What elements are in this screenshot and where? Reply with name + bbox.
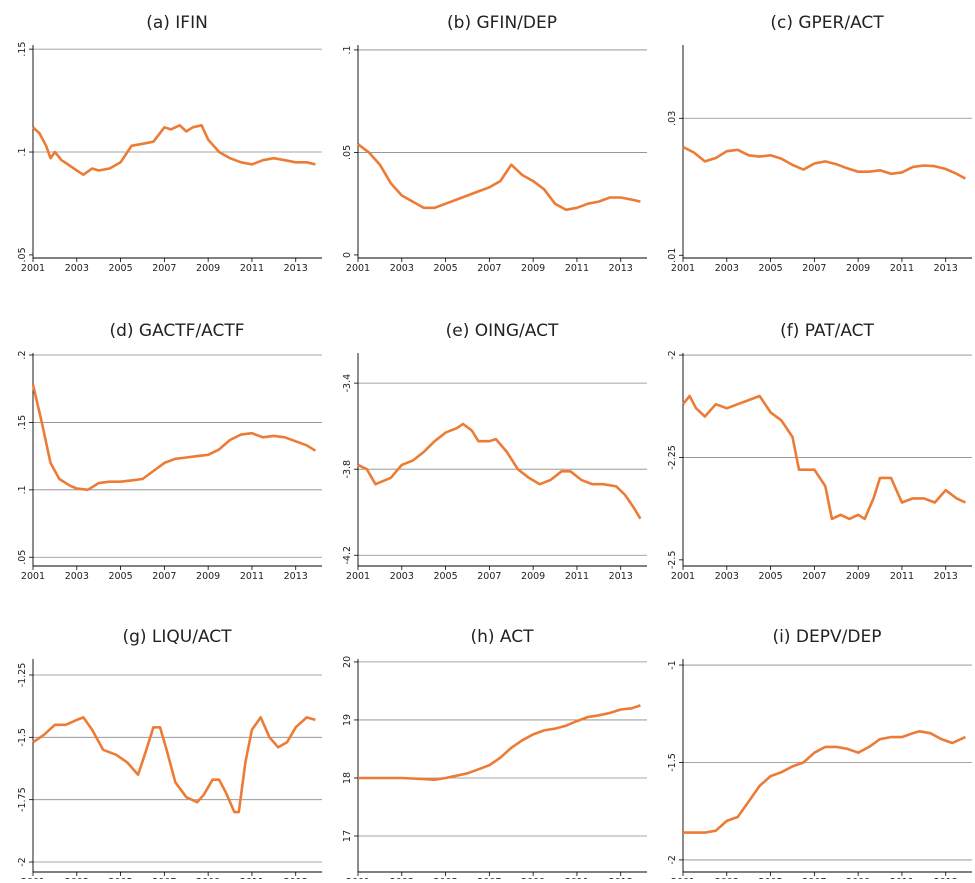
panel-title: (i) DEPV/DEP [773, 627, 882, 647]
data-line [357, 143, 641, 212]
x-tick-label: 2001 [346, 263, 370, 274]
y-tick-label: .1 [342, 45, 353, 54]
x-tick-label: 2003 [65, 571, 89, 582]
data-line [32, 124, 316, 176]
panel: (g) LIQU/ACT-2-1.75-1.5-1.25200120032005… [17, 627, 322, 883]
panel-title: (e) OING/ACT [446, 321, 559, 341]
y-tick-label: -2.5 [667, 551, 678, 570]
panel-title: (d) GACTF/ACTF [109, 321, 244, 341]
y-tick-label: -3.8 [342, 460, 353, 479]
x-tick-label: 2003 [715, 263, 739, 274]
x-tick-label: 2011 [240, 571, 264, 582]
y-tick-label: .05 [17, 550, 28, 565]
x-tick-label: 2009 [196, 263, 220, 274]
x-tick-label: 2001 [671, 263, 695, 274]
data-line [32, 716, 316, 814]
x-tick-label: 2003 [390, 263, 414, 274]
y-tick-label: .05 [342, 145, 353, 160]
x-tick-label: 2011 [565, 263, 589, 274]
panel: (f) PAT/ACT -2.5 -2.25 -2 2001 2003 2005 2007 20… [667, 321, 972, 582]
y-tick-label: .05 [17, 247, 28, 262]
x-tick-label: 2001 [21, 263, 45, 274]
x-tick-label: 2001 [671, 571, 695, 582]
y-tick-label: .15 [17, 42, 28, 57]
x-tick-label: 2007 [802, 571, 826, 582]
panel-title: (f) PAT/ACT [780, 321, 874, 341]
panel: (i) DEPV/DEP-2-1.5-120012003200520072009… [667, 627, 972, 883]
x-tick-label: 2003 [390, 571, 414, 582]
y-tick-label: .03 [667, 111, 678, 126]
x-tick-label: 2007 [152, 571, 176, 582]
y-tick-label: .1 [17, 485, 28, 494]
panel-title: (a) IFIN [146, 13, 208, 33]
x-tick-label: 2005 [758, 263, 782, 274]
x-tick-label: 2005 [758, 571, 782, 582]
panel-title: (h) ACT [470, 627, 534, 647]
y-tick-label: .01 [667, 248, 678, 263]
y-tick-label: -2 [17, 857, 28, 866]
x-tick-label: 2005 [108, 263, 132, 274]
x-tick-label: 2003 [65, 263, 89, 274]
y-tick-label: -2 [667, 350, 678, 359]
x-tick-label: 2005 [433, 263, 457, 274]
x-tick-label: 2013 [609, 263, 633, 274]
x-tick-label: 2009 [521, 263, 545, 274]
y-tick-label: 0 [342, 252, 353, 258]
panel-title: (g) LIQU/ACT [122, 627, 232, 647]
y-tick-label: -1.75 [17, 787, 28, 812]
x-tick-label: 2013 [934, 571, 958, 582]
panel: (d) GACTF/ACTF .05 .1 .15 .2 2001 2003 2005 2007… [17, 321, 322, 582]
x-tick-label: 2011 [565, 571, 589, 582]
panel-title: (b) GFIN/DEP [447, 13, 557, 33]
y-tick-label: .2 [17, 350, 28, 359]
data-line [681, 394, 966, 521]
x-tick-label: 2013 [284, 263, 308, 274]
y-tick-label: 19 [342, 714, 353, 726]
x-tick-label: 2001 [346, 571, 370, 582]
panel-title: (c) GPER/ACT [770, 13, 884, 33]
x-tick-label: 2007 [477, 571, 501, 582]
x-tick-label: 2007 [152, 263, 176, 274]
panel: (h) ACT171819202001200320052007200920112… [342, 627, 647, 883]
y-tick-label: -1.5 [667, 753, 678, 772]
y-tick-label: -2 [667, 855, 678, 864]
x-tick-label: 2003 [715, 571, 739, 582]
x-tick-label: 2007 [802, 263, 826, 274]
x-tick-label: 2009 [846, 263, 870, 274]
data-line [682, 145, 967, 180]
data-line [31, 384, 317, 492]
x-tick-label: 2007 [477, 263, 501, 274]
x-tick-label: 2013 [284, 571, 308, 582]
panel: (e) OING/ACT -4.2 -3.8 -3.4 2001 2003 2005 2007… [342, 321, 647, 582]
y-tick-label: .1 [17, 147, 28, 156]
panel: (c) GPER/ACT .01 .03 2001 2003 2005 2007 2009 20… [667, 13, 972, 274]
y-tick-label: -4.2 [342, 546, 353, 565]
y-tick-label: 17 [342, 830, 353, 842]
x-tick-label: 2009 [846, 571, 870, 582]
y-tick-label: 20 [342, 656, 353, 668]
x-tick-label: 2011 [890, 571, 914, 582]
data-line [358, 704, 641, 781]
x-tick-label: 2005 [433, 571, 457, 582]
x-tick-label: 2009 [196, 571, 220, 582]
x-tick-label: 2001 [21, 571, 45, 582]
x-tick-label: 2011 [890, 263, 914, 274]
y-tick-label: -3.4 [342, 374, 353, 393]
y-tick-label: -1.25 [17, 663, 28, 688]
y-tick-label: -1 [667, 660, 678, 669]
y-tick-label: -2.25 [667, 445, 678, 470]
panel: (b) GFIN/DEP 0 .05 .1 2001 2003 2005 2007 2009 20… [342, 13, 647, 274]
y-tick-label: -1.5 [17, 728, 28, 747]
data-line [683, 730, 966, 834]
x-tick-label: 2005 [108, 571, 132, 582]
y-tick-label: 18 [342, 772, 353, 784]
data-line [357, 422, 642, 520]
y-tick-label: .15 [17, 415, 28, 430]
x-tick-label: 2011 [240, 263, 264, 274]
x-tick-label: 2013 [609, 571, 633, 582]
x-tick-label: 2009 [521, 571, 545, 582]
panel: (a) IFIN .05 .1 .15 2001 2003 2005 2007 2009 2011… [17, 13, 322, 274]
x-tick-label: 2013 [934, 263, 958, 274]
